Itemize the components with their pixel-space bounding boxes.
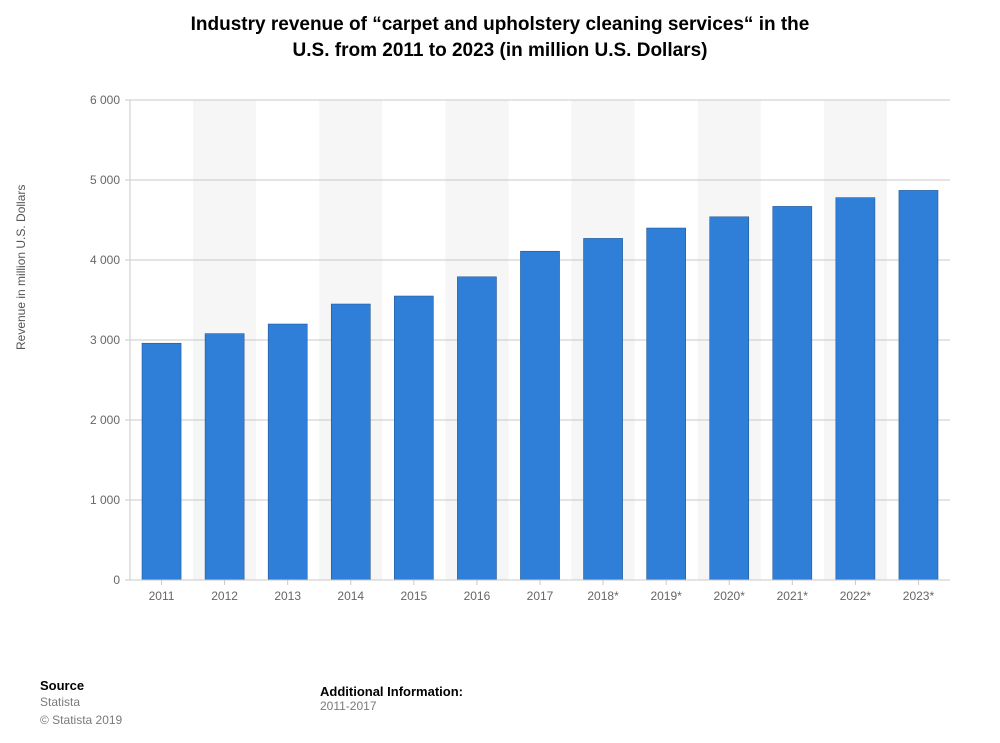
title-line1: Industry revenue of “carpet and upholste… — [191, 14, 810, 35]
additional-heading: Additional Information: — [320, 684, 463, 699]
x-tick-label: 2016 — [464, 589, 491, 603]
bar — [268, 324, 307, 580]
x-tick-label: 2021* — [777, 589, 809, 603]
x-tick-label: 2019* — [650, 589, 682, 603]
x-tick-label: 2017 — [527, 589, 554, 603]
y-axis-label: Revenue in million U.S. Dollars — [14, 185, 28, 350]
bar — [142, 343, 181, 580]
x-tick-label: 2023* — [903, 589, 935, 603]
source-name: Statista — [40, 693, 122, 711]
bar — [331, 304, 370, 580]
title-line2: U.S. from 2011 to 2023 (in million U.S. … — [293, 40, 708, 61]
bar — [457, 277, 496, 580]
x-tick-label: 2013 — [274, 589, 301, 603]
copyright: © Statista 2019 — [40, 711, 122, 729]
x-tick-label: 2022* — [840, 589, 872, 603]
bar-chart: 0 1 000 2 000 3 000 4 000 5 000 6 000 2011 2012 2… — [60, 90, 960, 620]
bar — [836, 198, 875, 580]
x-tick-label: 2015 — [400, 589, 427, 603]
svg-text:6 000: 6 000 — [90, 93, 120, 107]
additional-value: 2011-2017 — [320, 699, 463, 713]
x-tick-label: 2018* — [587, 589, 619, 603]
svg-text:1 000: 1 000 — [90, 493, 120, 507]
x-tick-label: 2020* — [714, 589, 746, 603]
chart-title: Industry revenue of “carpet and upholste… — [0, 0, 1000, 63]
bar — [899, 190, 938, 580]
x-tick-label: 2011 — [149, 589, 175, 603]
bar — [394, 296, 433, 580]
bar — [584, 238, 623, 580]
svg-text:2 000: 2 000 — [90, 413, 120, 427]
bar — [647, 228, 686, 580]
svg-text:0: 0 — [113, 573, 120, 587]
additional-info-block: Additional Information: 2011-2017 — [320, 684, 463, 713]
bar — [205, 334, 244, 580]
svg-text:3 000: 3 000 — [90, 333, 120, 347]
x-tick-label: 2014 — [337, 589, 364, 603]
bar — [520, 251, 559, 580]
svg-text:5 000: 5 000 — [90, 173, 120, 187]
x-tick-label: 2012 — [211, 589, 238, 603]
svg-text:4 000: 4 000 — [90, 253, 120, 267]
bar — [710, 217, 749, 580]
bar — [773, 206, 812, 580]
source-block: Source Statista © Statista 2019 — [40, 678, 122, 729]
source-heading: Source — [40, 678, 122, 693]
